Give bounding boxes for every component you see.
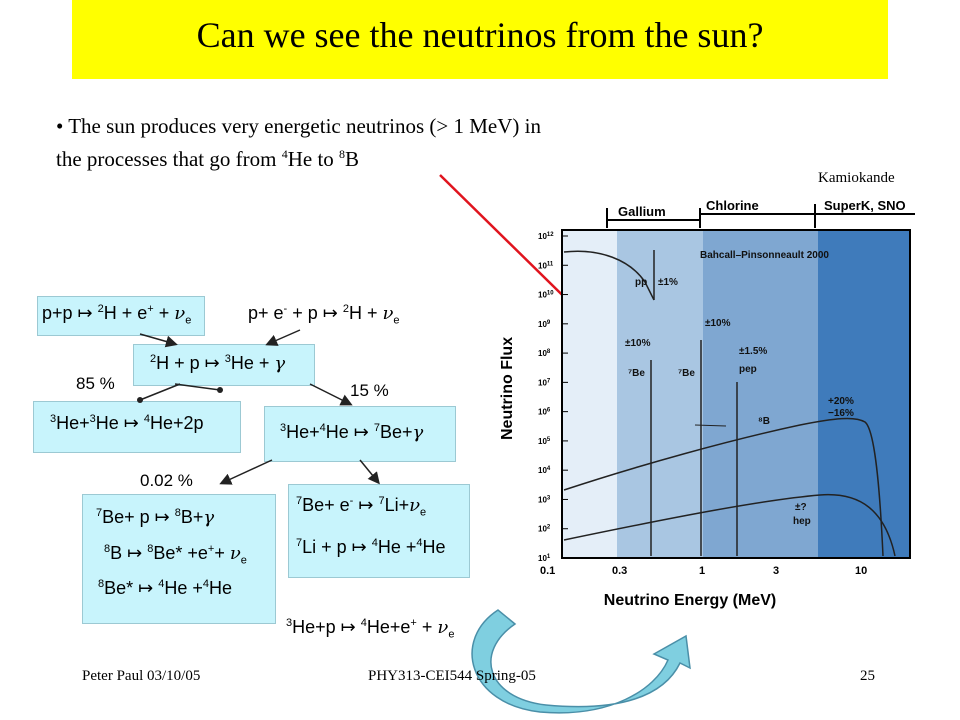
xtick-3: 3 [773,565,779,577]
slide-title: Can we see the neutrinos from the sun? [196,15,764,55]
be7-label2: ⁷Be [678,368,695,379]
b-mass: 8 [339,147,346,161]
he-mass: 4 [281,147,288,161]
bullet-line2: the processes that go from [56,147,282,171]
title-banner: Can we see the neutrinos from the sun? [72,0,888,79]
b8-err1: +20% [828,396,854,407]
neutrino-spectrum-figure: Gallium Chlorine SuperK, SNO 10121011101… [499,198,915,609]
reaction-pp: p+p ↦ 2H + e+ + νe [42,303,192,327]
model-label: Bahcall–Pinsonneault 2000 [700,250,829,261]
ytick-6: 106 [538,408,551,417]
reaction-he4: 3He+4He ↦ 7Be+γ [280,422,424,443]
hep-label: hep [793,516,811,527]
be7-err2: ±10% [705,318,731,329]
be7-label1: ⁷Be [628,368,645,379]
b8-curve [563,417,884,557]
reaction-be7p: 7Be+ p ↦ 8B+γ [96,507,215,528]
bullet-text: • The sun produces very energetic neutri… [56,112,706,173]
y-ticks: 1012 1011 1010 109 108 107 106 105 104 103 102 101 [538,232,568,563]
ytick-11: 101 [538,554,551,563]
b8-err2: −16% [828,408,854,419]
ytick-9: 103 [538,495,551,504]
b-text: B [345,147,360,171]
pep-err: ±1.5% [739,346,767,357]
branch-002-pct: 0.02 % [140,471,193,490]
kamiokande-label: Kamiokande [818,170,895,186]
branch-15-pct: 15 % [350,381,389,400]
b8-label: ⁸B [758,416,770,427]
xtick-4: 10 [855,565,867,577]
pep-label: pep [739,364,757,375]
box-hehe [33,401,241,453]
xtick-2: 1 [699,565,705,577]
reaction-be8: 8Be* ↦ 4He +4He [98,578,233,598]
band-chlorine [703,230,818,558]
pp-label: pp [635,277,647,288]
ytick-10: 102 [538,525,551,534]
reaction-hep: 3He+p ↦ 4He+e+ + νe [286,617,455,641]
reaction-dp: 2H + p ↦ 3He + γ [150,353,286,374]
pp-curve [563,250,655,301]
box-be7e [288,484,470,578]
reaction-be7e: 7Be+ e- ↦ 7Li+νe [296,495,427,519]
band-gallium-label: Gallium [618,204,666,219]
he-text: He to [287,147,340,171]
reaction-hehe: 3He+3He ↦ 4He+2p [50,413,204,433]
ytick-2: 1010 [538,291,554,300]
ytick-4: 108 [538,349,551,358]
box-dp [133,344,315,386]
footer-author: Peter Paul 03/10/05 [82,668,201,684]
footer-page-number: 25 [860,668,875,684]
ytick-7: 105 [538,437,551,446]
bullet-line1: • The sun produces very energetic neutri… [56,114,541,138]
ytick-1: 1011 [538,261,554,270]
band-gallium [617,230,703,558]
xtick-0: 0.1 [540,565,555,577]
footer-course: PHY313-CEI544 Spring-05 [368,668,536,684]
hep-curve [563,493,896,557]
band-chlorine-label: Chlorine [706,198,759,213]
reaction-li7: 7Li + p ↦ 4He +4He [296,537,446,557]
ytick-3: 109 [538,320,551,329]
band-superk [818,230,910,558]
reaction-pep: p+ e- + p ↦ 2H + νe [248,303,400,327]
ytick-5: 107 [538,378,551,387]
box-pp [37,296,205,336]
be7-err1: ±10% [625,338,651,349]
reaction-b8: 8B ↦ 8Be* +e++ νe [104,543,247,567]
x-axis-label: Neutrino Energy (MeV) [604,592,776,609]
band-superk-label: SuperK, SNO [824,198,906,213]
ytick-8: 104 [538,466,551,475]
hep-err: ±? [795,502,807,513]
box-be7p [82,494,276,624]
branch-85-pct: 85 % [76,374,115,393]
box-he4 [264,406,456,462]
ytick-0: 1012 [538,232,554,241]
xtick-1: 0.3 [612,565,627,577]
y-axis-label: Neutrino Flux [499,337,516,440]
pp-err: ±1% [658,277,678,288]
